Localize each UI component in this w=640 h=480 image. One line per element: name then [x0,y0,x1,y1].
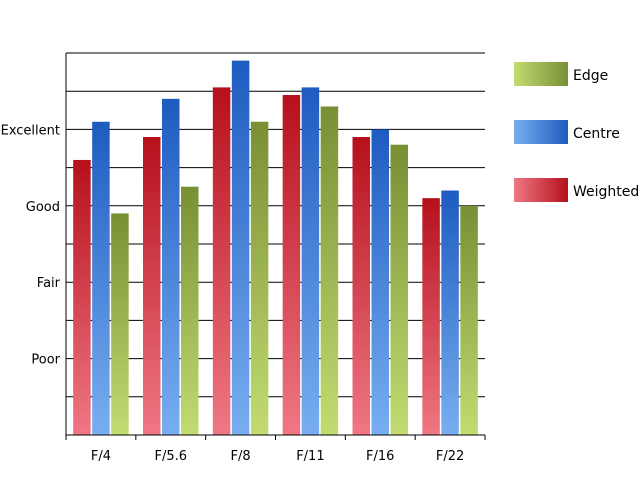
legend-label-edge: Edge [573,68,608,84]
gridlines [66,52,485,398]
bar-edge-f8 [250,121,269,435]
legend-swatch-edge [514,62,568,86]
axes [65,53,486,440]
x-tick-label: F/8 [231,449,251,464]
bar-centre-f4 [92,121,110,435]
legend: Edge Centre Weighted [514,62,639,202]
y-tick-label: Good [26,200,60,215]
bar-centre-f11 [301,87,320,435]
bar-centre-f8 [231,60,250,435]
bar-edge-f16 [390,144,408,435]
bar-edge-f22 [460,205,478,435]
bar-edge-f56 [181,186,199,435]
x-tick-label: F/4 [91,449,111,464]
bar-centre-f16 [371,129,389,435]
x-tick-label: F/11 [296,449,324,464]
bar-weighted-f4 [73,159,91,435]
bar-weighted-f16 [352,137,370,436]
y-tick-label: Fair [37,276,61,291]
bar-weighted-f22 [422,198,440,435]
x-tick-labels: F/4 F/5.6 F/8 F/11 F/16 F/22 [91,449,464,464]
x-tick-label: F/22 [436,449,464,464]
legend-swatch-centre [514,120,568,144]
legend-swatch-weighted [514,178,568,202]
bar-weighted-f8 [212,87,231,435]
x-tick-label: F/5.6 [154,449,187,464]
x-tick-label: F/16 [366,449,394,464]
bar-weighted-f56 [143,137,161,436]
bar-centre-f56 [162,98,180,435]
legend-label-weighted: Weighted [573,184,639,200]
bar-weighted-f11 [282,95,301,436]
y-tick-label: Excellent [1,123,60,138]
y-tick-label: Poor [31,353,60,368]
bar-centre-f22 [441,190,459,435]
bars [73,60,478,436]
legend-label-centre: Centre [573,126,620,142]
y-tick-labels: Poor Fair Good Excellent [1,123,61,367]
bar-edge-f4 [111,213,129,435]
bar-edge-f11 [320,106,339,435]
